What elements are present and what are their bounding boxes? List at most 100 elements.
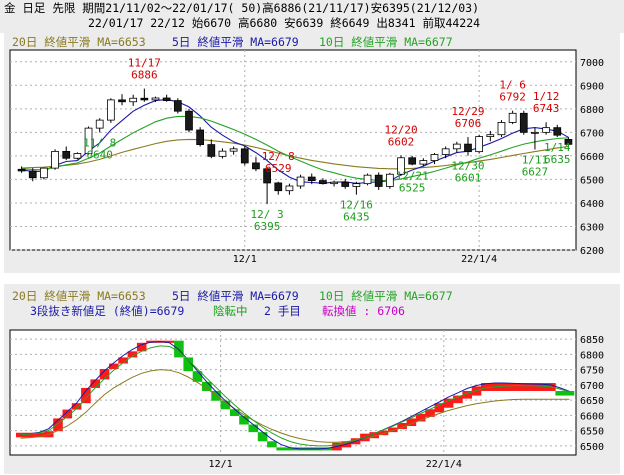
renko-brick xyxy=(248,424,259,433)
annotation-date: 12/30 xyxy=(451,160,484,173)
bottom-y-axis: 6500 6550 6600 6650 6700 6750 6800 6850 xyxy=(580,335,604,453)
renko-brick xyxy=(471,386,482,396)
annotation-date: 1/ 6 xyxy=(499,79,526,92)
renko-brick xyxy=(499,383,510,391)
top-ma10-line xyxy=(21,115,569,182)
renko-brick xyxy=(508,383,519,391)
renko-brick xyxy=(462,390,472,399)
candle-body xyxy=(196,129,204,145)
renko-brick xyxy=(369,432,379,439)
candle-body xyxy=(240,148,249,164)
candle-body xyxy=(374,174,383,187)
bottom-y-tick-label: 6700 xyxy=(580,381,604,392)
renko-title: 3段抜き新値足 (終値)=6679 xyxy=(30,304,184,318)
renko-state: 陰転中 xyxy=(213,304,248,318)
annotation-price: 6435 xyxy=(343,211,370,224)
renko-brick xyxy=(25,432,35,438)
annotation-price: 6706 xyxy=(455,117,482,130)
header-quote-line: 22/01/17 22/12 始6670 高6680 安6639 終6649 出… xyxy=(88,16,481,30)
renko-brick xyxy=(81,387,91,404)
annotation-price: 6627 xyxy=(522,166,549,179)
bottom-y-tick-label: 6650 xyxy=(580,396,604,407)
renko-step: 2 手目 xyxy=(264,304,301,318)
bottom-y-tick-label: 6750 xyxy=(580,366,604,377)
renko-brick xyxy=(239,415,249,425)
candle-body xyxy=(285,185,294,192)
candle-body xyxy=(452,143,461,150)
renko-brick xyxy=(267,441,277,448)
bottom-x-tick-label: 22/1/4 xyxy=(426,459,462,470)
candle-body xyxy=(419,160,428,165)
candle-body xyxy=(17,168,26,172)
annotation-price: 6635 xyxy=(544,153,571,166)
renko-brick xyxy=(285,447,296,451)
annotation-date: 11/17 xyxy=(128,57,161,70)
renko-brick xyxy=(406,418,417,427)
bottom-ma5-line xyxy=(20,341,570,450)
renko-brick xyxy=(118,357,128,364)
renko-brick xyxy=(229,409,240,416)
annotation-price: 6743 xyxy=(533,102,560,115)
renko-brick xyxy=(220,400,231,410)
candle-body xyxy=(363,174,372,185)
bottom-ma10-line xyxy=(20,345,570,447)
renko-brick xyxy=(127,351,138,358)
bottom-y-tick-label: 6550 xyxy=(580,427,604,438)
bottom-legend-ma20: 20日 終値平滑 MA=6653 xyxy=(12,289,146,303)
candle-body xyxy=(151,97,160,101)
renko-brick xyxy=(527,383,538,391)
bottom-y-tick-label: 6800 xyxy=(580,350,604,361)
candle-body xyxy=(162,97,171,101)
renko-brick xyxy=(192,371,203,382)
candle-body xyxy=(118,99,126,103)
annotation-date: 12/ 3 xyxy=(251,208,284,221)
annotation-price: 6792 xyxy=(499,91,526,104)
renko-brick xyxy=(109,363,119,370)
candle-body xyxy=(441,148,450,155)
top-x-axis: 12/1 22/1/4 xyxy=(233,254,497,265)
renko-brick xyxy=(397,422,407,430)
renko-brick xyxy=(99,369,110,380)
candle-body xyxy=(508,112,517,123)
candle-body xyxy=(553,127,562,136)
candle-body xyxy=(28,170,37,179)
renko-brick xyxy=(62,409,73,419)
bottom-ma20-line xyxy=(20,369,570,443)
annotation-price: 6601 xyxy=(455,172,482,185)
renko-brick xyxy=(90,379,100,388)
top-y-tick-label: 6700 xyxy=(580,128,604,139)
candle-body xyxy=(307,176,316,181)
bottom-plot-frame xyxy=(9,329,577,456)
annotation-date: 1/14 xyxy=(544,141,571,154)
renko-brick xyxy=(183,357,193,372)
legend-ma20: 20日 終値平滑 MA=6653 xyxy=(12,35,146,49)
candle-body xyxy=(51,151,59,169)
candle-body xyxy=(40,167,48,179)
annotation-date: 12/20 xyxy=(384,123,417,136)
header-summary-line: 金 日足 先限 期間21/11/02～22/01/17( 50)高6886(21… xyxy=(4,1,480,15)
candle-body xyxy=(95,119,104,129)
renko-brick xyxy=(443,398,454,408)
top-y-tick-label: 6600 xyxy=(580,152,604,163)
candle-body xyxy=(542,127,550,133)
annotation-price: 6525 xyxy=(399,181,426,194)
candle-body xyxy=(173,100,182,112)
candle-body xyxy=(296,176,305,187)
legend-ma5: 5日 終値平滑 MA=6679 xyxy=(172,35,299,49)
annotation-date: 12/29 xyxy=(451,105,484,118)
candle-body xyxy=(352,183,361,187)
candle-body xyxy=(397,157,405,175)
renko-brick xyxy=(536,383,547,391)
top-y-tick-label: 6900 xyxy=(580,81,604,92)
top-grid xyxy=(10,50,576,251)
renko-brick xyxy=(518,383,528,391)
renko-brick xyxy=(415,413,426,422)
top-x-tick-label: 22/1/4 xyxy=(461,254,497,265)
bottom-moving-averages xyxy=(20,341,570,450)
renko-brick xyxy=(164,340,175,343)
bottom-y-tick-label: 6600 xyxy=(580,411,604,422)
annotation-date: 12/ 8 xyxy=(262,150,295,163)
top-y-axis: 6200 6300 6400 6500 6600 6700 6800 6900 7000 xyxy=(580,58,604,257)
annotation-price: 6529 xyxy=(265,162,292,175)
